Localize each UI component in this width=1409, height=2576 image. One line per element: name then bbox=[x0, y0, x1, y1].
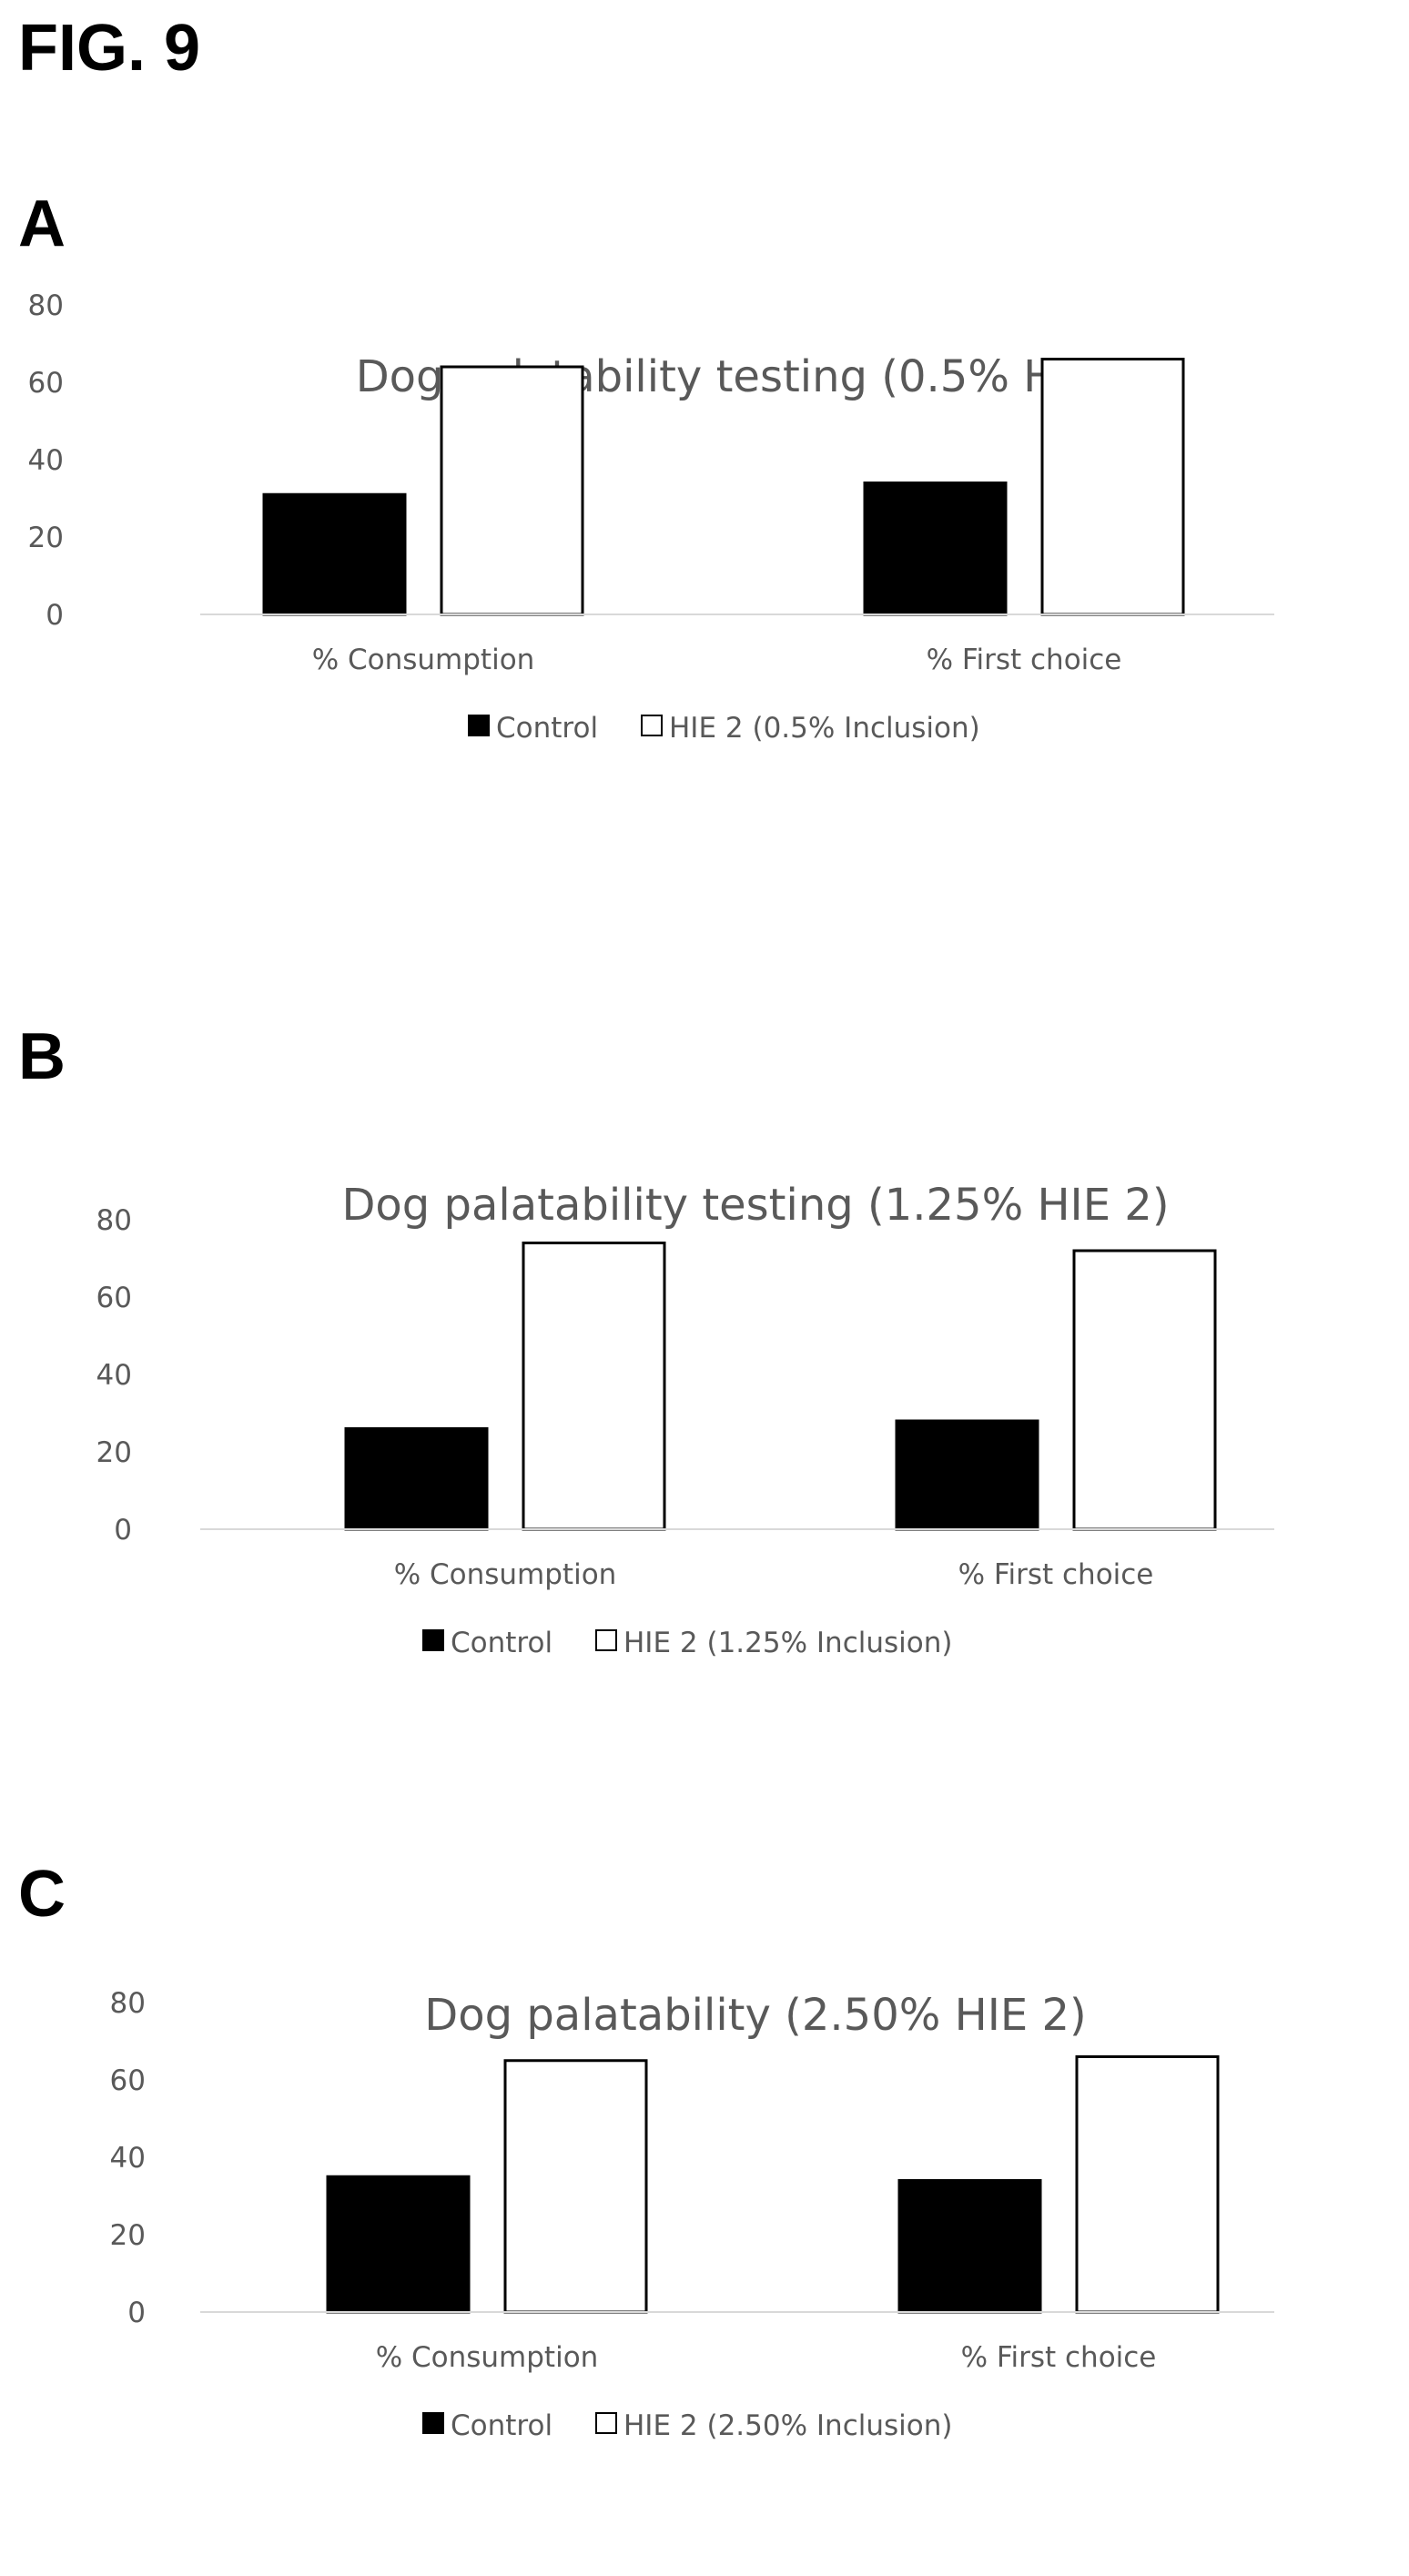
y-tick-label: 0 bbox=[127, 2297, 146, 2329]
legend-label: HIE 2 (2.50% Inclusion) bbox=[623, 2409, 952, 2442]
bar-control bbox=[897, 2179, 1042, 2314]
legend-label: Control bbox=[496, 712, 598, 745]
y-tick-label: 80 bbox=[110, 1987, 146, 2020]
chart-b: Dog palatability testing (1.25% HIE 2) 0 2… bbox=[96, 1180, 1274, 1659]
category-label: % Consumption bbox=[394, 1558, 617, 1591]
y-tick-label: 0 bbox=[46, 599, 64, 632]
figure-title: FIG. 9 bbox=[18, 12, 201, 85]
chart-title: Dog palatability testing (1.25% HIE 2) bbox=[341, 1180, 1169, 1231]
legend-swatch bbox=[468, 715, 490, 736]
bar-hie2 bbox=[522, 1242, 666, 1531]
y-tick-label: 80 bbox=[28, 289, 64, 322]
legend-swatch bbox=[422, 1629, 444, 1651]
bar-control bbox=[895, 1419, 1039, 1531]
legend-label: Control bbox=[451, 2409, 552, 2442]
y-tick-label: 0 bbox=[114, 1514, 132, 1547]
y-tick-label: 20 bbox=[96, 1436, 132, 1469]
y-tick-label: 80 bbox=[96, 1204, 132, 1237]
legend-swatch bbox=[595, 2412, 617, 2434]
bar-hie2 bbox=[1040, 358, 1185, 616]
y-tick-label: 60 bbox=[96, 1282, 132, 1314]
legend-swatch bbox=[641, 715, 663, 736]
panel-label-b: B bbox=[18, 1020, 66, 1093]
legend-swatch bbox=[422, 2412, 444, 2434]
category-label: % First choice bbox=[927, 644, 1122, 676]
panel-label-a: A bbox=[18, 188, 66, 260]
chart-a: Dog palatability testing (0.5% HIE 2)020… bbox=[28, 289, 1274, 745]
bar-hie2 bbox=[1075, 2055, 1220, 2314]
category-label: % First choice bbox=[961, 2341, 1157, 2374]
panel-label-c: C bbox=[18, 1858, 66, 1931]
bar-hie2 bbox=[440, 365, 584, 616]
y-tick-label: 40 bbox=[96, 1359, 132, 1392]
y-tick-label: 20 bbox=[28, 522, 64, 554]
chart-title: Dog palatability (2.50% HIE 2) bbox=[424, 1990, 1086, 2041]
bar-control bbox=[262, 492, 407, 616]
legend-label: Control bbox=[451, 1627, 552, 1659]
y-tick-label: 40 bbox=[28, 444, 64, 477]
category-label: % Consumption bbox=[376, 2341, 599, 2374]
chart-c: Dog palatability (2.50% HIE 2) 0 20 40 60 80%… bbox=[110, 1987, 1274, 2442]
y-tick-label: 60 bbox=[110, 2064, 146, 2097]
bar-control bbox=[863, 482, 1008, 616]
category-label: % Consumption bbox=[312, 644, 535, 676]
legend-swatch bbox=[595, 1629, 617, 1651]
y-tick-label: 60 bbox=[28, 367, 64, 400]
bar-control bbox=[326, 2175, 471, 2314]
legend-label: HIE 2 (0.5% Inclusion) bbox=[669, 712, 980, 745]
legend-label: HIE 2 (1.25% Inclusion) bbox=[623, 1627, 952, 1659]
y-tick-label: 20 bbox=[110, 2219, 146, 2252]
bar-hie2 bbox=[503, 2059, 648, 2314]
bar-hie2 bbox=[1072, 1249, 1217, 1531]
bar-control bbox=[344, 1427, 489, 1531]
y-tick-label: 40 bbox=[110, 2142, 146, 2175]
category-label: % First choice bbox=[958, 1558, 1154, 1591]
